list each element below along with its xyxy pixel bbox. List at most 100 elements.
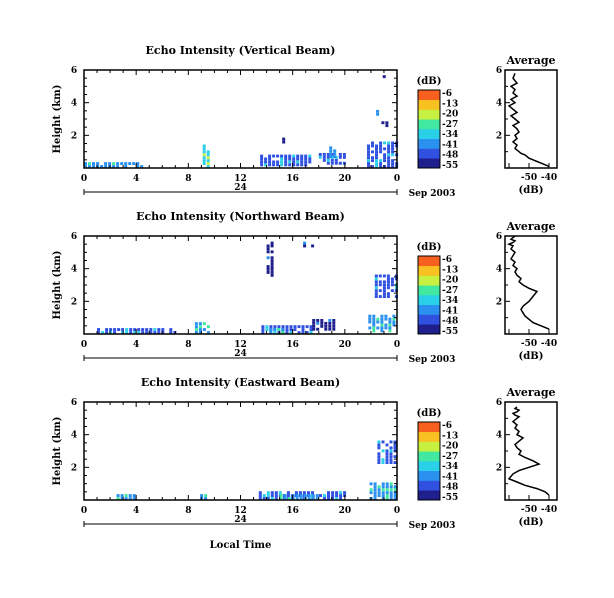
echo-cell — [388, 323, 392, 327]
colorbar-segment — [418, 287, 440, 290]
echo-cell — [270, 494, 274, 497]
y-tick-label: 4 — [71, 265, 77, 275]
echo-cell — [374, 286, 378, 290]
colorbar-segment — [418, 279, 440, 282]
echo-cell — [329, 155, 333, 159]
echo-cell — [280, 163, 284, 167]
echo-cell — [391, 144, 395, 148]
echo-cell — [303, 244, 307, 248]
echo-cell — [330, 161, 334, 165]
x-tick-label: 0 — [394, 340, 400, 350]
echo-cell — [303, 241, 307, 245]
echo-cell — [331, 491, 335, 495]
echo-cell — [322, 153, 326, 156]
echo-cell — [371, 156, 374, 160]
echo-cell — [258, 497, 262, 500]
echo-cell — [279, 497, 283, 500]
echo-cell — [281, 331, 285, 334]
echo-cell — [286, 494, 290, 497]
echo-cell — [296, 157, 300, 161]
echo-cell — [124, 494, 128, 497]
echo-cell — [88, 165, 91, 168]
echo-cell — [269, 331, 273, 334]
echo-cell — [322, 155, 326, 159]
echo-cell — [373, 488, 377, 492]
average-x-tick-label: -40 — [541, 505, 557, 515]
echo-cell — [84, 165, 87, 168]
echo-cell — [206, 331, 210, 334]
colorbar-segment — [418, 476, 440, 479]
average-y-tick-label: 4 — [496, 431, 502, 441]
echo-cell — [260, 157, 264, 161]
echo-cell — [206, 153, 210, 157]
echo-cell — [287, 497, 291, 500]
echo-cell — [392, 323, 396, 327]
colorbar-tick-label: -34 — [442, 130, 458, 140]
echo-cell — [132, 162, 136, 165]
echo-cell — [289, 325, 293, 329]
x-tick-label: 0 — [394, 174, 400, 184]
echo-cell — [332, 319, 336, 322]
colorbar-segment — [418, 256, 440, 259]
echo-cell — [373, 497, 377, 500]
echo-cell — [332, 321, 336, 325]
colorbar-tick-label: -20 — [442, 276, 458, 286]
colorbar-segment — [418, 302, 440, 306]
average-y-tick-label: 2 — [496, 463, 502, 473]
echo-cell — [320, 321, 324, 325]
echo-cell — [291, 497, 295, 500]
echo-cell — [393, 497, 397, 500]
x-tick-label: 4 — [133, 174, 139, 184]
echo-cell — [198, 322, 202, 326]
echo-cell — [133, 328, 137, 331]
average-x-tick-label: -50 — [521, 173, 537, 183]
echo-cell — [381, 449, 385, 453]
colorbar-segment — [418, 482, 440, 485]
echo-cell — [202, 328, 206, 331]
colorbar-segment — [418, 162, 440, 165]
echo-cell — [311, 244, 315, 248]
colorbar-segment — [418, 492, 440, 495]
echo-cell — [389, 497, 393, 500]
colorbar-segment — [418, 158, 440, 161]
chart-title: Echo Intensity (Vertical Beam) — [145, 44, 335, 57]
echo-cell — [391, 162, 395, 165]
echo-cell — [328, 324, 332, 328]
average-y-tick-label: 4 — [496, 99, 502, 109]
echo-cell — [391, 150, 395, 154]
colorbar-segment — [418, 453, 440, 456]
echo-cell — [388, 320, 392, 324]
echo-cell — [380, 314, 384, 318]
echo-cell — [307, 497, 311, 500]
echo-cell — [379, 147, 383, 151]
echo-cell — [385, 497, 389, 500]
echo-cell — [266, 497, 270, 500]
date-axis-label: 24 — [234, 349, 247, 359]
echo-cell — [381, 488, 385, 492]
chart-title: Echo Intensity (Northward Beam) — [136, 210, 345, 223]
echo-cell — [206, 325, 210, 329]
echo-cell — [332, 327, 336, 331]
echo-cell — [113, 328, 117, 331]
echo-cell — [282, 140, 286, 144]
echo-cell — [391, 147, 395, 151]
colorbar-segment — [418, 111, 440, 114]
panel-2: Echo Intensity (Northward Beam)0 4 8 12 16 20… — [52, 210, 558, 365]
echo-cell — [88, 162, 91, 165]
echo-cell — [312, 327, 316, 331]
echo-cell — [202, 153, 206, 157]
echo-cell — [273, 325, 277, 329]
echo-cell — [323, 494, 326, 497]
echo-cell — [377, 461, 381, 464]
echo-cell — [276, 154, 280, 158]
echo-cell — [277, 325, 281, 329]
echo-cell — [309, 331, 313, 334]
echo-cell — [293, 325, 297, 329]
echo-cell — [342, 153, 346, 156]
echo-cell — [393, 440, 397, 444]
echo-cell — [101, 331, 105, 334]
echo-cell — [369, 488, 373, 492]
echo-cell — [285, 328, 289, 331]
echo-cell — [383, 147, 387, 151]
colorbar-segment — [418, 277, 440, 280]
